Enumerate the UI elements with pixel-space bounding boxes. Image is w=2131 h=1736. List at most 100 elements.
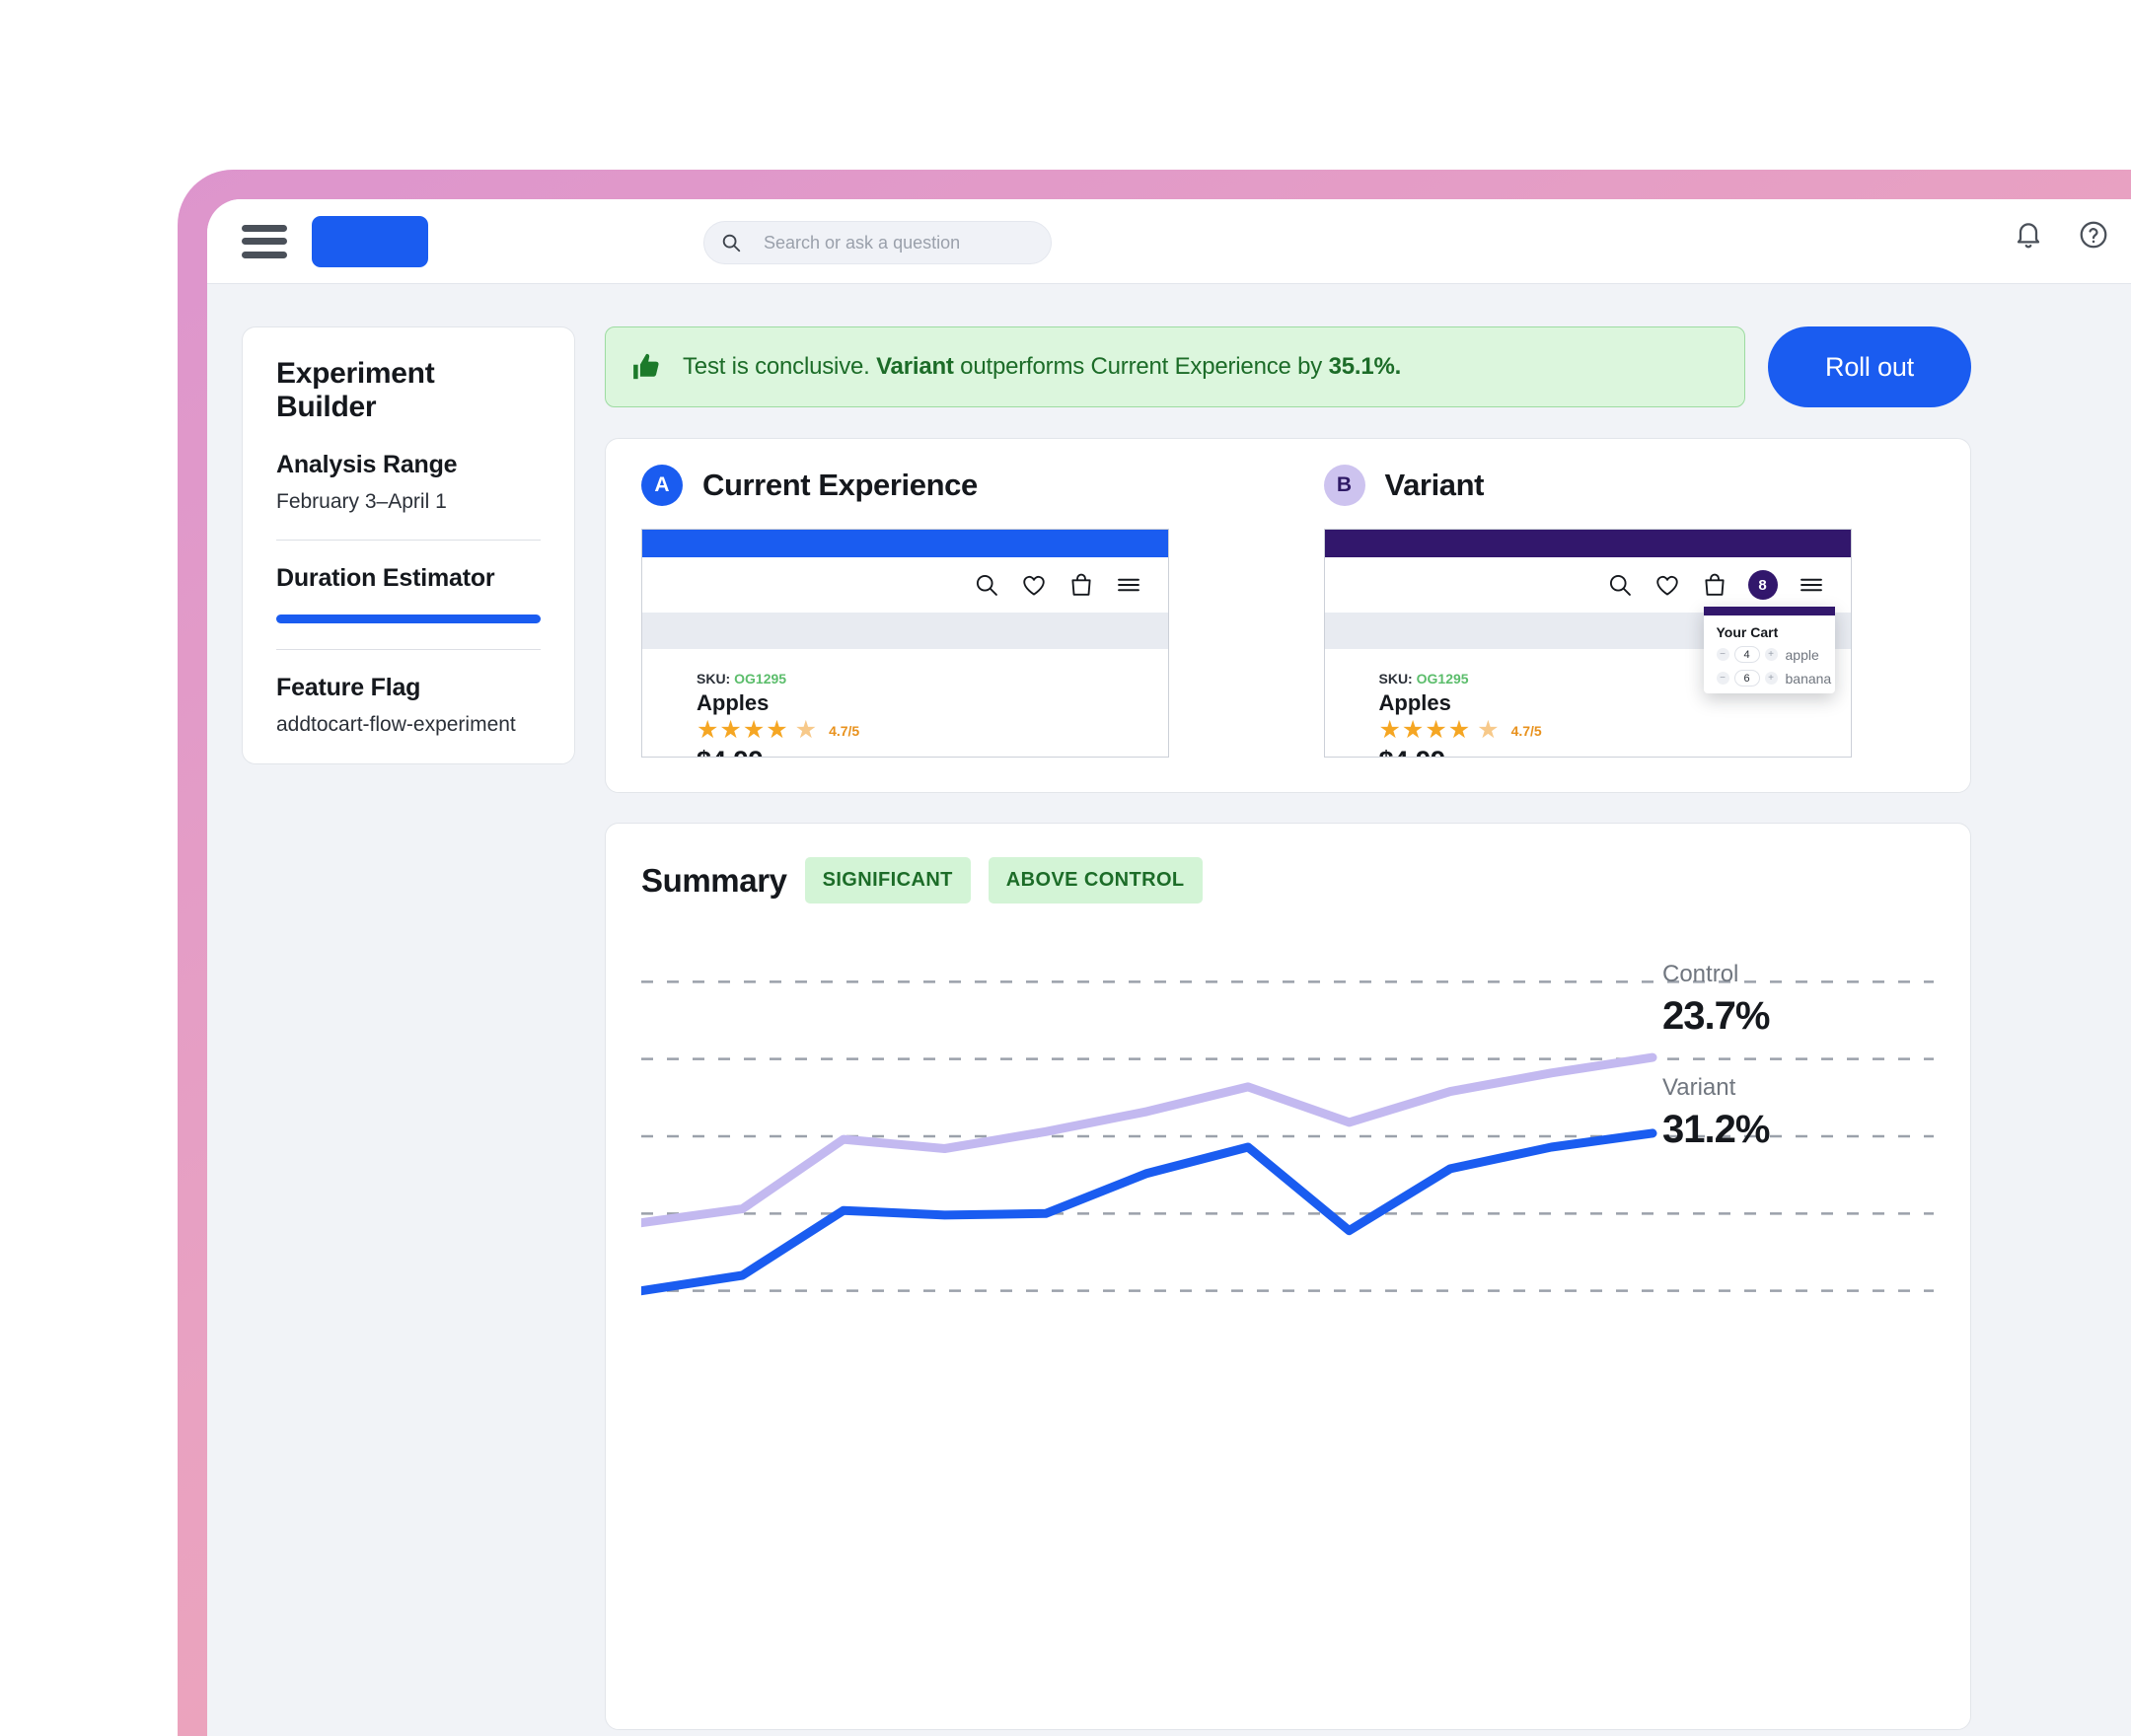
divider [276,540,541,541]
variant-b-name: Variant [1384,468,1485,502]
thumbs-up-icon [633,353,659,380]
chart-legend: Control 23.7% Variant 31.2% [1662,961,1909,1152]
chart-line-control [641,1052,1657,1228]
popover-accent-bar [1703,607,1835,615]
product-sku: SKU: OG1295 [1379,671,1851,687]
cart-popover-title: Your Cart [1716,624,1779,640]
heart-icon[interactable] [1653,571,1681,599]
page-title: Experiment Builder [276,357,435,423]
hamburger-menu-icon[interactable] [1115,571,1142,599]
banner-text-plain: Test is conclusive. [683,353,877,380]
legend-label-control: Control [1662,961,1739,987]
rating-half-star: ★ [1477,716,1501,744]
hamburger-menu-icon[interactable] [1798,571,1825,599]
cart-item-name: banana [1785,670,1832,687]
chart-canvas [641,980,1934,1296]
duration-estimator-heading: Duration Estimator [276,564,495,592]
app-window: Experiment Builder Analysis Range Februa… [207,199,2131,1736]
rating-stars: ★★★★ [697,716,789,744]
product-price: $4.99 [1379,746,1851,757]
banner-text: Test is conclusive. Variant outperforms … [683,353,1401,381]
summary-card: Summary SIGNIFICANT ABOVE CONTROL Contro… [605,823,1971,1730]
heart-icon[interactable] [1020,571,1048,599]
variant-column-b: B Variant [1288,465,1971,792]
decrement-button[interactable]: − [1716,648,1729,661]
banner-text-lift: 35.1%. [1328,353,1402,380]
variant-column-a: A Current Experience [606,465,1288,792]
divider [276,649,541,650]
help-icon[interactable] [2078,219,2109,251]
product-rating: ★★★★ ★ 4.7/5 [1379,718,1851,743]
brand-logo-block[interactable] [312,215,428,267]
shopping-bag-icon[interactable] [1701,571,1728,599]
site-header-bar [1324,530,1851,557]
duration-progress-bar[interactable] [276,615,541,623]
site-band [642,613,1168,649]
chart-line-variant [641,1128,1657,1296]
search-icon[interactable] [973,571,1000,599]
quantity-value[interactable]: 6 [1733,670,1760,687]
site-header-bar [642,530,1168,557]
rating-value: 4.7/5 [1510,722,1542,739]
product-block: SKU: OG1295 Apples ★★★★ ★ 4.7/5 $4.99 [1325,649,1851,757]
variant-b-badge: B [1323,465,1365,506]
site-nav [642,557,1168,613]
banner-text-variant: Variant [876,353,954,380]
roll-out-button[interactable]: Roll out [1768,326,1971,407]
decrement-button[interactable]: − [1716,672,1729,685]
cart-count-badge: 8 [1747,570,1778,600]
experiment-builder-panel: Experiment Builder Analysis Range Februa… [242,326,575,764]
banner-text-mid: outperforms Current Experience by [953,353,1329,380]
increment-button[interactable]: + [1764,648,1778,661]
search-input[interactable] [764,232,1010,253]
status-badge-significant: SIGNIFICANT [804,857,971,904]
conclusive-banner: Test is conclusive. Variant outperforms … [605,326,1745,407]
product-name: Apples [1378,690,1451,715]
feature-flag-value: addtocart-flow-experiment [276,713,516,736]
legend-value-variant: 31.2% [1662,1108,1770,1151]
variant-a-header: A Current Experience [641,465,1288,506]
rating-half-star: ★ [794,716,819,744]
hamburger-menu-icon[interactable] [242,224,287,258]
product-block: SKU: OG1295 Apples ★★★★ ★ 4.7/5 $4.99 [642,649,1168,757]
notifications-icon[interactable] [2013,219,2044,251]
cart-popover: Your Cart − 4 + apple − 6 + banana [1703,607,1835,693]
cart-line-item: − 4 + apple [1704,646,1835,670]
legend-label-variant: Variant [1662,1074,1736,1101]
duration-progress-fill [276,615,541,623]
rating-value: 4.7/5 [829,722,860,739]
status-badge-above-control: ABOVE CONTROL [988,857,1203,904]
increment-button[interactable]: + [1764,672,1778,685]
feature-flag-heading: Feature Flag [276,674,421,701]
sku-label: SKU: [1378,671,1413,687]
variant-a-badge: A [641,465,683,506]
variant-b-header: B Variant [1323,465,1971,506]
cart-item-name: apple [1785,646,1819,663]
search-icon [722,234,741,253]
variants-comparison-card: A Current Experience [605,438,1971,793]
sku-label: SKU: [697,671,731,687]
summary-title: Summary [641,861,787,899]
search-icon[interactable] [1606,571,1634,599]
variant-a-name: Current Experience [702,468,978,502]
rating-stars: ★★★★ [1378,716,1472,744]
search-bar[interactable] [703,221,1052,264]
cart-line-item: − 6 + banana [1704,670,1835,693]
shopping-bag-icon[interactable] [1067,571,1095,599]
variant-b-preview[interactable]: 8 SKU: OG1295 Apples [1323,529,1852,758]
quantity-value[interactable]: 4 [1733,646,1760,663]
summary-header: Summary SIGNIFICANT ABOVE CONTROL [641,857,1970,904]
analysis-range-heading: Analysis Range [276,451,458,478]
product-sku: SKU: OG1295 [697,671,1168,687]
product-rating: ★★★★ ★ 4.7/5 [697,718,1168,743]
product-name: Apples [697,690,770,715]
summary-chart: Control 23.7% Variant 31.2% [641,939,1934,1334]
product-price: $4.99 [697,746,1168,757]
page-content: Experiment Builder Analysis Range Februa… [207,285,2131,1736]
variant-a-preview[interactable]: SKU: OG1295 Apples ★★★★ ★ 4.7/5 $4.99 [641,529,1169,758]
sku-code: OG1295 [734,671,787,687]
site-nav: 8 [1325,557,1851,613]
sku-code: OG1295 [1416,671,1469,687]
legend-value-control: 23.7% [1662,994,1770,1038]
analysis-range-value: February 3–April 1 [276,490,447,513]
